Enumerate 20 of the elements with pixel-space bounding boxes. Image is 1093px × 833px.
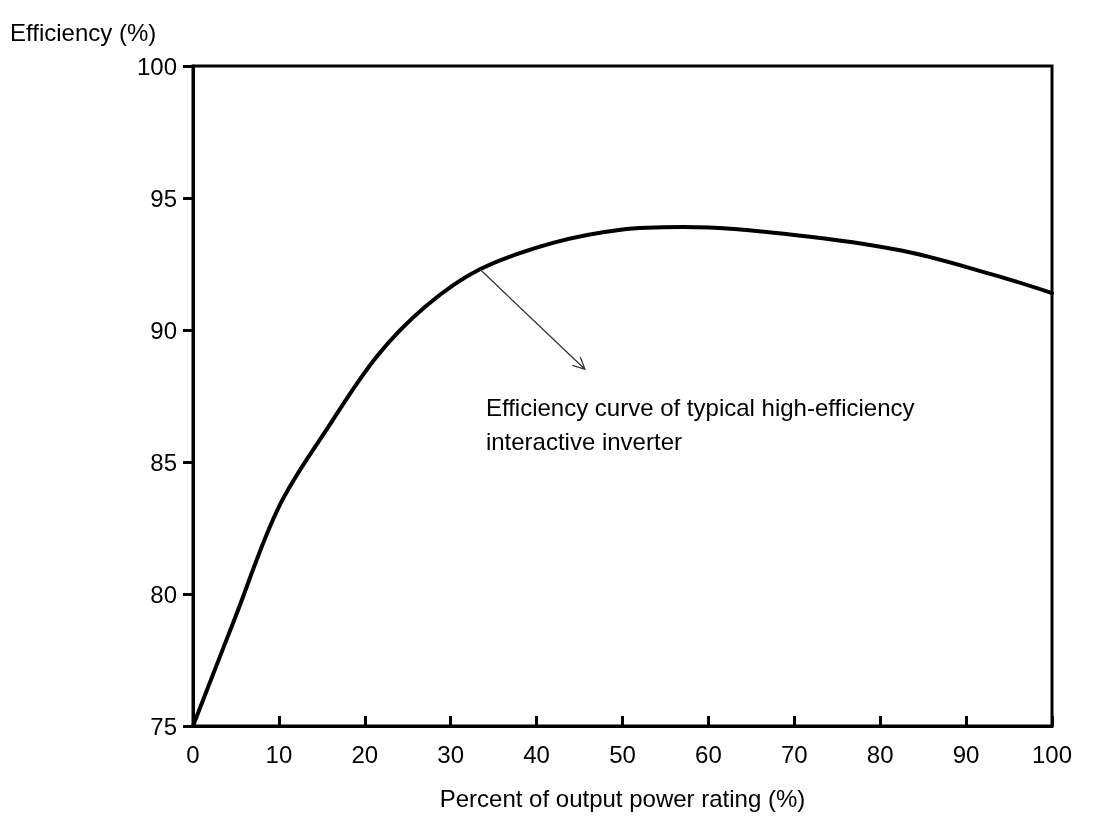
x-tick-label: 0 — [186, 740, 200, 768]
x-tick-label: 80 — [866, 740, 894, 768]
x-tick-label: 30 — [437, 740, 465, 768]
x-tick-label: 60 — [695, 740, 722, 768]
y-tick-label: 95 — [150, 184, 177, 212]
y-axis-title: Efficiency (%) — [10, 18, 157, 46]
y-tick-label: 90 — [150, 316, 177, 344]
annotation: Efficiency curve of typical high-efficiency interactive inverter — [485, 393, 916, 458]
y-tick-label: 100 — [136, 52, 177, 80]
x-axis-title: Percent of output power rating (%) — [439, 784, 806, 812]
x-tick-label: 40 — [523, 740, 550, 768]
y-tick-label: 75 — [150, 712, 177, 740]
x-tick-label: 70 — [780, 740, 808, 768]
y-tick-label: 85 — [150, 448, 177, 476]
x-tick-label: 20 — [351, 740, 379, 768]
x-tick-label: 10 — [265, 740, 293, 768]
x-tick-label: 50 — [609, 740, 636, 768]
x-tick-label: 90 — [952, 740, 980, 768]
x-tick-label: 100 — [1031, 740, 1073, 768]
y-tick-label: 80 — [150, 580, 177, 608]
